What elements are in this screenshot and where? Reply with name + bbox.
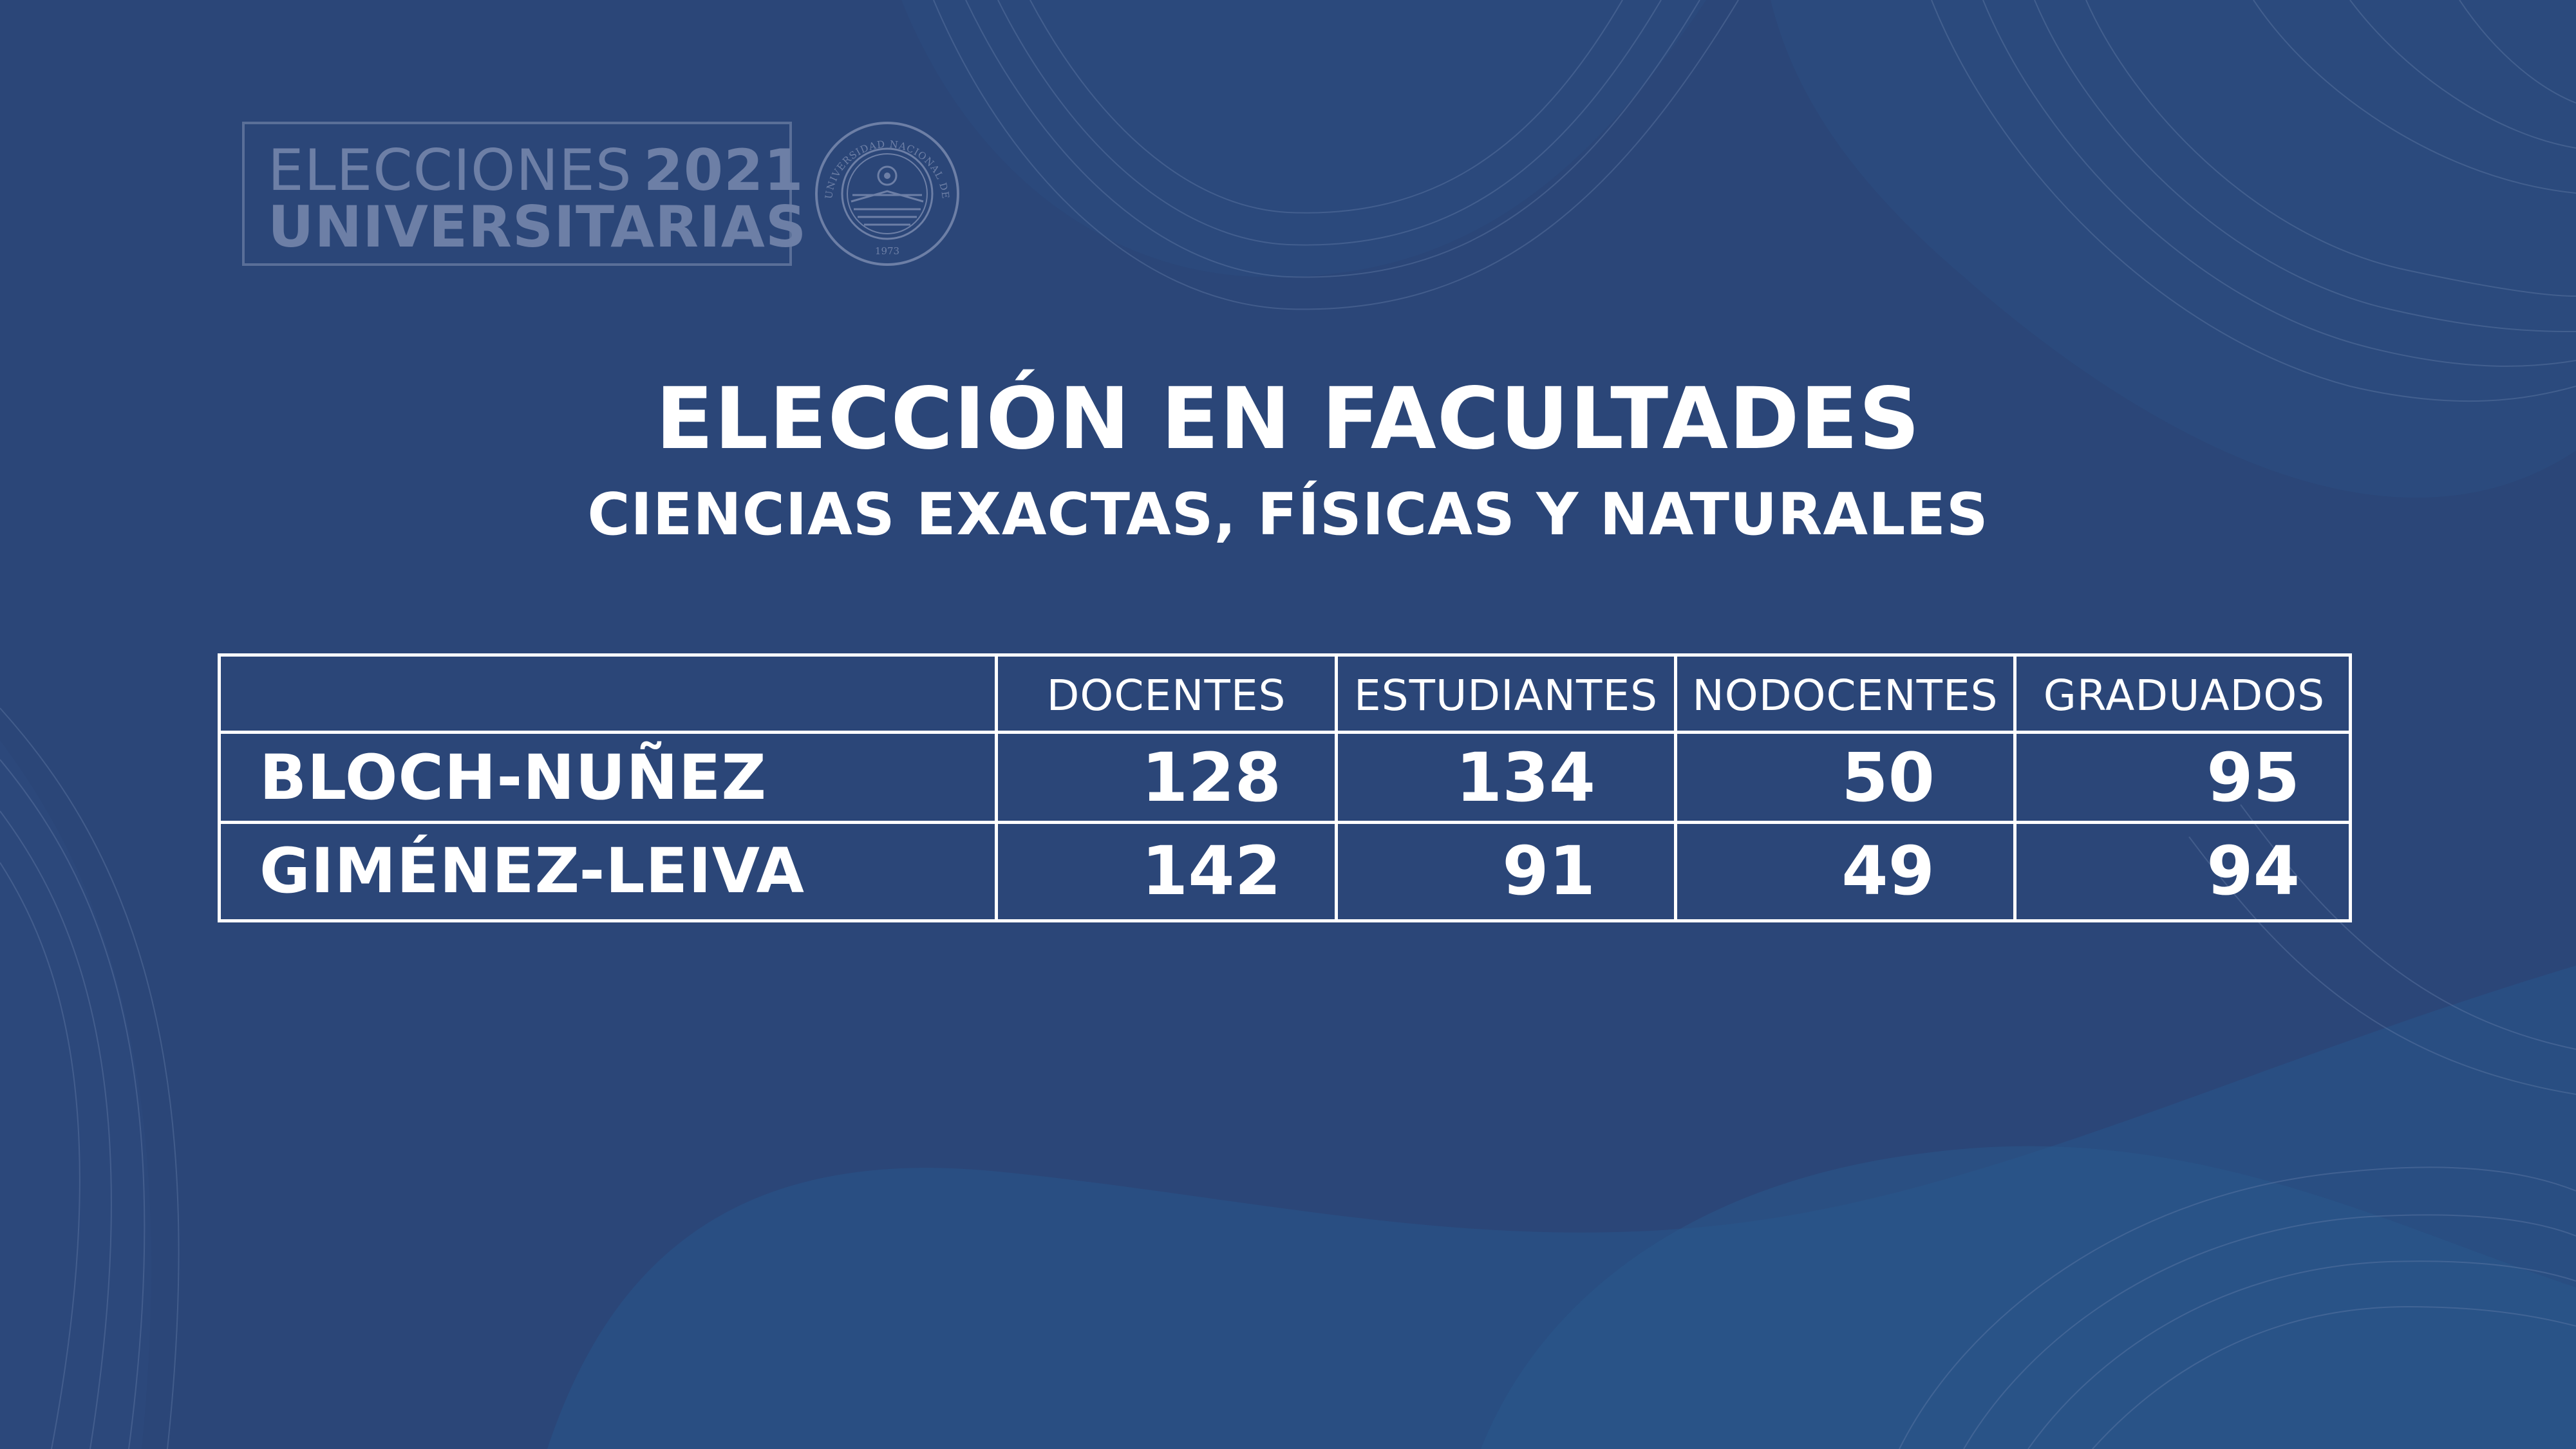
logo-text-elecciones: ELECCIONES — [268, 137, 632, 203]
cell-value: 134 — [1455, 738, 1595, 817]
cell-value: 91 — [1502, 831, 1595, 910]
elections-logo: ELECCIONES 2021 UNIVERSITARIAS — [242, 122, 806, 266]
logo-text-year: 2021 — [643, 137, 804, 203]
column-header-docentes: DOCENTES — [1046, 670, 1286, 720]
row-label-bloch-nunez: BLOCH-NUÑEZ — [259, 741, 767, 814]
logo-text-universitarias: UNIVERSITARIAS — [268, 194, 807, 260]
page-subtitle: CIENCIAS EXACTAS, FÍSICAS Y NATURALES — [587, 481, 1989, 548]
page-title: ELECCIÓN EN FACULTADES — [655, 369, 1921, 469]
seal-text: UNIVERSIDAD NACIONAL DE SAN JUAN — [813, 119, 951, 203]
cell-value: 128 — [1141, 738, 1281, 817]
column-header-estudiantes: ESTUDIANTES — [1354, 670, 1658, 720]
table-divider — [221, 731, 2349, 734]
svg-text:UNIVERSIDAD NACIONAL DE SAN JU: UNIVERSIDAD NACIONAL DE SAN JUAN — [813, 119, 952, 203]
cell-value: 49 — [1841, 831, 1935, 910]
row-label-gimenez-leiva: GIMÉNEZ-LEIVA — [259, 834, 805, 907]
cell-value: 142 — [1141, 831, 1281, 910]
table-divider — [995, 657, 998, 919]
table-divider — [1335, 657, 1338, 919]
table-divider — [2013, 657, 2017, 919]
seal-year: 1973 — [875, 245, 899, 257]
column-header-graduados: GRADUADOS — [2043, 670, 2326, 720]
cell-value: 50 — [1841, 738, 1935, 817]
logo-line-1: ELECCIONES 2021 — [268, 142, 804, 199]
table-divider — [221, 821, 2349, 824]
results-table: DOCENTES ESTUDIANTES NODOCENTES GRADUADO… — [218, 653, 2352, 922]
university-seal-icon: UNIVERSIDAD NACIONAL DE SAN JUAN 1973 — [813, 119, 959, 266]
column-header-nodocentes: NODOCENTES — [1692, 670, 1998, 720]
cell-value: 94 — [2206, 831, 2300, 910]
cell-value: 95 — [2206, 738, 2300, 817]
table-divider — [1674, 657, 1677, 919]
